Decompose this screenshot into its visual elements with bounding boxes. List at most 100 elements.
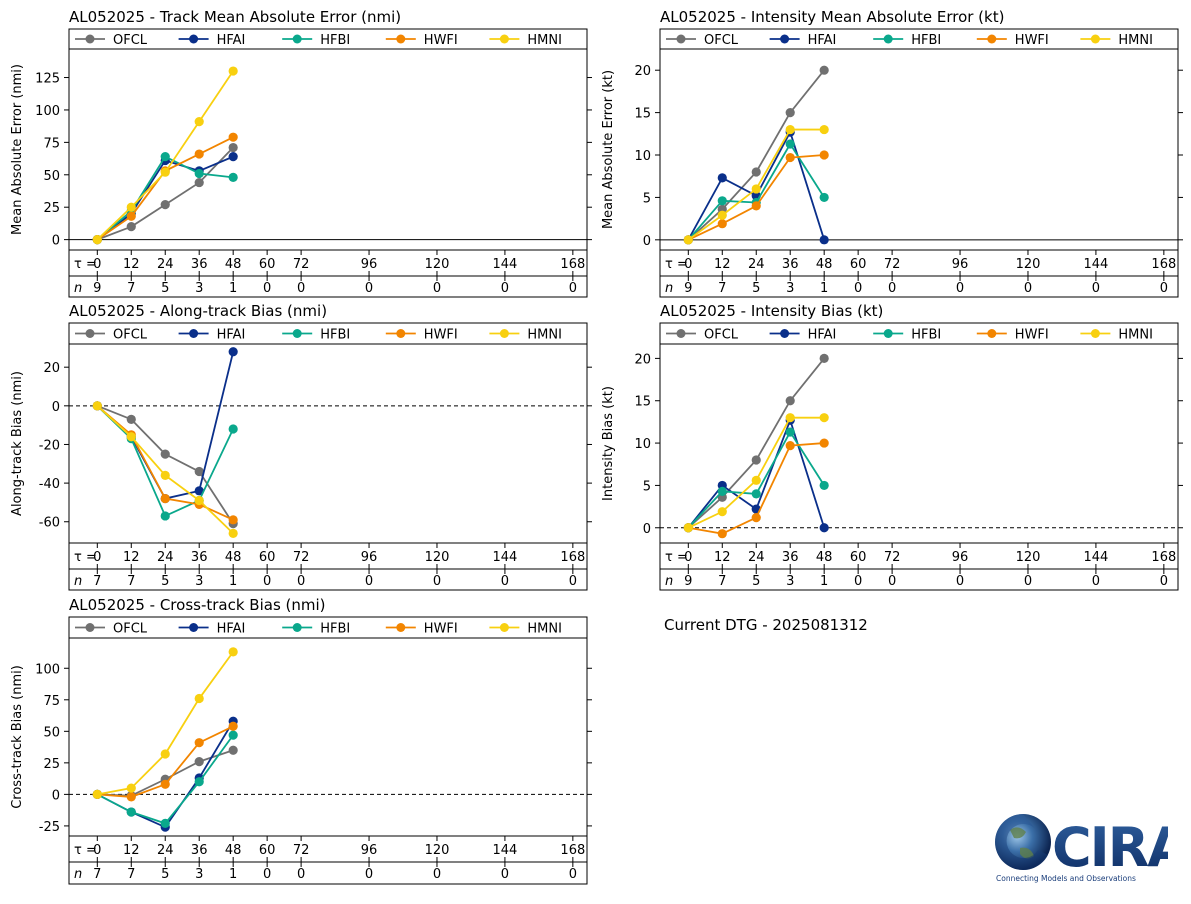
tau-row-label: τ = bbox=[665, 257, 688, 272]
data-point bbox=[228, 142, 238, 153]
legend-entry-hmni: HMNI bbox=[1080, 328, 1153, 343]
legend-label: HMNI bbox=[527, 33, 562, 48]
tau-tick-label: 24 bbox=[157, 550, 174, 565]
legend-entry-hmni: HMNI bbox=[1080, 33, 1153, 48]
tau-tick-label: 144 bbox=[492, 257, 517, 272]
data-point bbox=[194, 738, 204, 748]
n-count-label: 7 bbox=[127, 867, 135, 882]
n-row-label: n bbox=[74, 281, 82, 296]
data-point bbox=[785, 396, 795, 406]
tau-tick-label: 60 bbox=[259, 257, 276, 272]
data-point bbox=[160, 779, 170, 789]
data-point bbox=[160, 470, 170, 480]
legend-entry-hmni: HMNI bbox=[489, 33, 562, 48]
tau-tick-label: 168 bbox=[560, 550, 585, 565]
data-point bbox=[751, 201, 761, 211]
legend-label: HFBI bbox=[320, 328, 350, 343]
tau-tick-label: 144 bbox=[492, 843, 517, 858]
y-tick-label: -60 bbox=[39, 516, 60, 531]
legend-label: HFAI bbox=[808, 33, 837, 48]
legend-marker bbox=[987, 329, 997, 338]
y-tick-label: 100 bbox=[35, 662, 60, 677]
data-point bbox=[194, 495, 204, 506]
tau-tick-label: 12 bbox=[123, 550, 140, 565]
n-count-label: 0 bbox=[1092, 281, 1100, 296]
legend-label: OFCL bbox=[113, 328, 148, 343]
legend-marker bbox=[85, 34, 95, 44]
data-point bbox=[819, 235, 829, 245]
data-point bbox=[785, 413, 795, 423]
y-tick-label: 20 bbox=[634, 352, 651, 367]
tau-tick-label: 96 bbox=[361, 843, 378, 858]
legend-marker bbox=[292, 34, 302, 44]
data-point bbox=[92, 789, 102, 799]
series-hmni bbox=[92, 647, 238, 799]
y-tick-label: 0 bbox=[643, 522, 651, 537]
y-tick-label: 0 bbox=[52, 234, 60, 249]
tau-tick-label: 72 bbox=[884, 257, 901, 272]
data-point bbox=[160, 749, 170, 759]
legend-marker bbox=[676, 329, 686, 338]
n-count-label: 0 bbox=[956, 574, 964, 589]
legend-entry-hfai: HFAI bbox=[178, 622, 245, 637]
data-point bbox=[819, 480, 829, 491]
data-point bbox=[194, 486, 204, 496]
n-count-label: 0 bbox=[1160, 281, 1168, 296]
y-tick-label: 5 bbox=[643, 191, 651, 206]
data-point bbox=[228, 172, 238, 182]
tau-tick-label: 96 bbox=[361, 257, 378, 272]
n-count-label: 9 bbox=[684, 281, 692, 296]
n-count-label: 0 bbox=[501, 867, 509, 882]
y-tick-label: 5 bbox=[643, 479, 651, 494]
n-count-label: 0 bbox=[433, 867, 441, 882]
legend-label: HFBI bbox=[320, 33, 350, 48]
data-point bbox=[228, 745, 238, 755]
tau-tick-label: 12 bbox=[714, 257, 731, 272]
tau-tick-label: 60 bbox=[850, 550, 867, 565]
series-line bbox=[97, 651, 234, 796]
y-tick-label: 15 bbox=[634, 107, 651, 122]
tau-tick-label: 36 bbox=[782, 257, 799, 272]
y-tick-label: 0 bbox=[643, 234, 651, 249]
y-tick-label: -25 bbox=[39, 820, 60, 835]
data-point bbox=[92, 401, 102, 411]
data-point bbox=[228, 152, 238, 162]
n-count-label: 0 bbox=[569, 281, 577, 296]
legend-label: OFCL bbox=[704, 328, 739, 343]
y-axis-label: Cross-track Bias (nmi) bbox=[10, 665, 25, 809]
legend-entry-hwfi: HWFI bbox=[976, 33, 1049, 48]
data-point bbox=[126, 222, 136, 232]
tau-tick-label: 48 bbox=[225, 843, 242, 858]
series-hmni bbox=[92, 66, 238, 245]
data-point bbox=[160, 818, 170, 828]
legend-entry-hwfi: HWFI bbox=[385, 622, 458, 637]
legend-entry-hwfi: HWFI bbox=[385, 328, 458, 343]
data-point bbox=[126, 792, 136, 802]
n-count-label: 7 bbox=[93, 574, 101, 589]
n-count-label: 0 bbox=[263, 574, 271, 589]
legend-label: HMNI bbox=[1118, 33, 1153, 48]
legend-label: HMNI bbox=[527, 622, 562, 637]
data-point bbox=[751, 475, 761, 485]
n-count-label: 9 bbox=[93, 281, 101, 296]
tau-tick-label: 168 bbox=[1151, 550, 1176, 565]
n-count-label: 0 bbox=[854, 281, 862, 296]
tau-tick-label: 168 bbox=[560, 257, 585, 272]
cira-logo: CIRA Connecting Models and Observations bbox=[990, 808, 1191, 886]
y-tick-label: 75 bbox=[43, 694, 60, 709]
data-point bbox=[126, 414, 136, 424]
n-count-label: 0 bbox=[854, 574, 862, 589]
n-count-label: 5 bbox=[161, 867, 169, 882]
legend-marker bbox=[780, 329, 790, 338]
data-point bbox=[717, 507, 727, 517]
legend-entry-hfbi: HFBI bbox=[873, 33, 941, 48]
legend-entry-hfai: HFAI bbox=[769, 33, 837, 48]
chart-panel-cross-track-bias: AL052025 - Cross-track Bias (nmi) OFCL HFA… bbox=[10, 596, 592, 885]
data-point bbox=[751, 184, 761, 194]
legend-entry-ofcl: OFCL bbox=[666, 328, 739, 343]
y-tick-label: 125 bbox=[35, 72, 60, 87]
tau-row-label: τ = bbox=[74, 843, 97, 858]
tau-tick-label: 120 bbox=[425, 843, 450, 858]
y-axis-label: Mean Absolute Error (kt) bbox=[601, 70, 616, 229]
n-row-label: n bbox=[74, 574, 82, 589]
